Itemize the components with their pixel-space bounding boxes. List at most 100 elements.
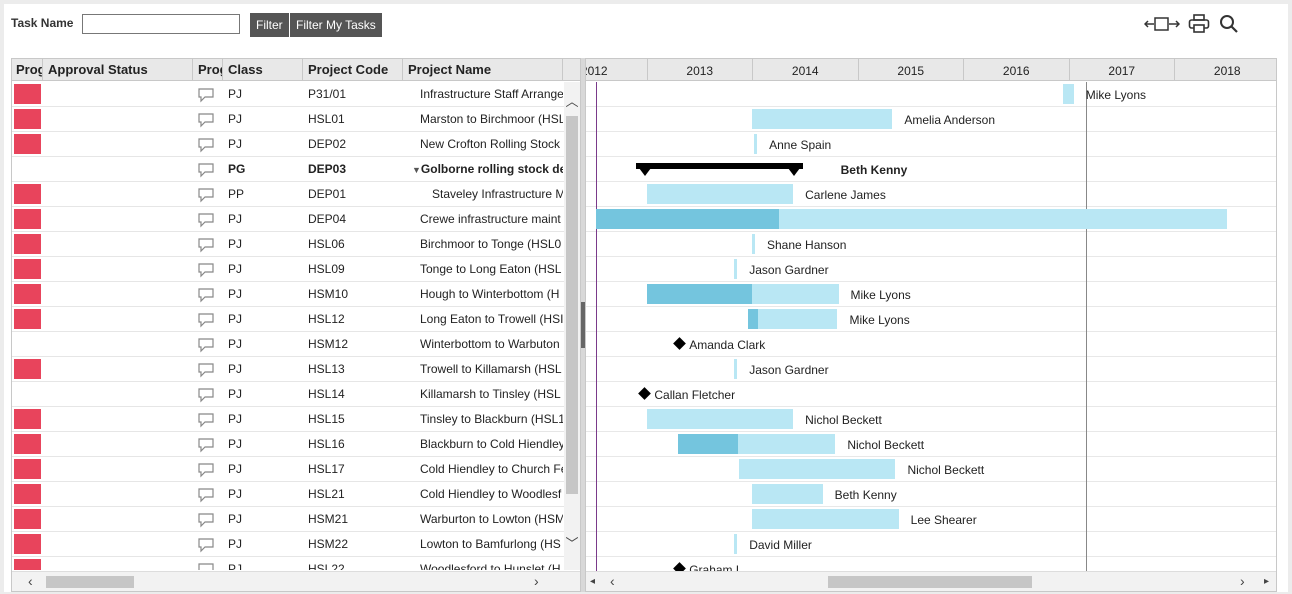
- prog-cell: [12, 257, 43, 282]
- table-row[interactable]: PJ HSM10 Hough to Winterbottom (H: [12, 282, 580, 307]
- col-header-prog[interactable]: Prog: [12, 59, 43, 81]
- timeline-year: 2016: [963, 59, 1069, 81]
- table-row[interactable]: PJ HSL12 Long Eaton to Trowell (HSI: [12, 307, 580, 332]
- col-header-project-name[interactable]: Project Name: [403, 59, 563, 81]
- filter-my-tasks-button[interactable]: Filter My Tasks: [290, 13, 382, 37]
- filter-button[interactable]: Filter: [250, 13, 289, 37]
- table-row[interactable]: PJ HSL14 Killamarsh to Tinsley (HSL: [12, 382, 580, 407]
- fit-width-icon[interactable]: [1144, 14, 1180, 34]
- task-bar[interactable]: [646, 409, 794, 429]
- prog-cell: [12, 132, 43, 157]
- milestone-marker[interactable]: [673, 337, 687, 350]
- table-row[interactable]: PJ HSM22 Lowton to Bamfurlong (HS: [12, 532, 580, 557]
- col-header-approval-status[interactable]: Approval Status: [43, 59, 193, 81]
- task-bar[interactable]: [752, 484, 823, 504]
- task-bar[interactable]: [752, 234, 755, 254]
- comment-icon[interactable]: [193, 432, 223, 457]
- task-bar[interactable]: [646, 284, 839, 304]
- comment-icon[interactable]: [193, 182, 223, 207]
- comment-icon[interactable]: [193, 232, 223, 257]
- project-name-text: Birchmoor to Tonge (HSL0: [420, 236, 562, 251]
- gantt-scroll-start-icon[interactable]: ◂: [590, 576, 596, 587]
- comment-icon[interactable]: [193, 457, 223, 482]
- col-header-class[interactable]: Class: [223, 59, 303, 81]
- task-bar[interactable]: [752, 509, 899, 529]
- task-bar[interactable]: [596, 209, 1227, 229]
- task-bar[interactable]: [752, 109, 893, 129]
- comment-icon[interactable]: [193, 307, 223, 332]
- table-row[interactable]: PP DEP01 Staveley Infrastructure M: [12, 182, 580, 207]
- table-row[interactable]: PJ DEP02 New Crofton Rolling Stock: [12, 132, 580, 157]
- scroll-up-icon[interactable]: ︿: [565, 94, 579, 109]
- grid-vertical-scroll-thumb[interactable]: [566, 116, 578, 494]
- task-bar[interactable]: [1063, 84, 1074, 104]
- table-row[interactable]: PJ HSL21 Cold Hiendley to Woodlesf: [12, 482, 580, 507]
- summary-bar[interactable]: [635, 163, 803, 169]
- scroll-left-icon[interactable]: ‹: [28, 573, 33, 589]
- comment-icon[interactable]: [193, 107, 223, 132]
- task-bar[interactable]: [754, 134, 758, 154]
- gantt-horizontal-scroll-thumb[interactable]: [828, 576, 1032, 588]
- table-row[interactable]: PJ HSL15 Tinsley to Blackburn (HSL1: [12, 407, 580, 432]
- grid-horizontal-scroll-thumb[interactable]: [46, 576, 134, 588]
- table-row[interactable]: PJ HSL22 Woodlesford to Hunslet (H: [12, 557, 580, 570]
- scroll-right-icon[interactable]: ›: [534, 573, 539, 589]
- comment-icon[interactable]: [193, 382, 223, 407]
- prog-cell: [12, 107, 43, 132]
- comment-icon[interactable]: [193, 557, 223, 570]
- comment-icon[interactable]: [193, 157, 223, 182]
- task-bar[interactable]: [739, 459, 896, 479]
- splitter-grip[interactable]: [581, 302, 585, 348]
- comment-icon[interactable]: [193, 282, 223, 307]
- row-gridline: [586, 406, 1276, 407]
- table-row[interactable]: PJ HSL01 Marston to Birchmoor (HSL: [12, 107, 580, 132]
- project-code-cell: HSL06: [308, 236, 345, 251]
- table-row[interactable]: PJ HSL16 Blackburn to Cold Hiendley: [12, 432, 580, 457]
- scroll-down-icon[interactable]: ﹀: [565, 536, 579, 551]
- table-row[interactable]: PJ HSM21 Warburton to Lowton (HSM: [12, 507, 580, 532]
- comment-icon[interactable]: [193, 482, 223, 507]
- table-row[interactable]: PJ HSM12 Winterbottom to Warbuton: [12, 332, 580, 357]
- comment-icon[interactable]: [193, 532, 223, 557]
- gantt-scroll-end-icon[interactable]: ▸: [1264, 576, 1270, 587]
- milestone-marker[interactable]: [638, 387, 652, 400]
- search-icon[interactable]: [1218, 14, 1240, 34]
- collapse-icon[interactable]: ▼: [412, 164, 421, 175]
- row-gridline: [586, 256, 1276, 257]
- task-bar[interactable]: [734, 359, 738, 379]
- grid-horizontal-scrollbar[interactable]: ‹ ›: [12, 571, 580, 591]
- gantt-scroll-right-icon[interactable]: ›: [1240, 573, 1245, 589]
- prog-status-swatch: [14, 208, 41, 229]
- task-bar[interactable]: [678, 434, 836, 454]
- task-name-input[interactable]: [82, 14, 240, 34]
- panel-splitter[interactable]: [581, 58, 585, 592]
- comment-icon[interactable]: [193, 357, 223, 382]
- table-row[interactable]: PJ P31/01 Infrastructure Staff Arrange: [12, 82, 580, 107]
- gantt-scroll-left-icon[interactable]: ‹: [610, 573, 615, 589]
- comment-icon[interactable]: [193, 132, 223, 157]
- comment-icon[interactable]: [193, 207, 223, 232]
- comment-icon[interactable]: [193, 257, 223, 282]
- task-bar[interactable]: [734, 259, 738, 279]
- col-header-project-code[interactable]: Project Code: [303, 59, 403, 81]
- comment-icon[interactable]: [193, 332, 223, 357]
- table-row[interactable]: PJ HSL09 Tonge to Long Eaton (HSL: [12, 257, 580, 282]
- table-row[interactable]: PJ DEP04 Crewe infrastructure maint: [12, 207, 580, 232]
- class-cell: PJ: [228, 261, 243, 276]
- prog-status-swatch: [14, 133, 41, 154]
- task-bar[interactable]: [747, 309, 838, 329]
- toolbar: Task Name Filter Filter My Tasks: [4, 4, 1288, 54]
- print-icon[interactable]: [1188, 14, 1210, 34]
- table-row[interactable]: PJ HSL17 Cold Hiendley to Church Fe: [12, 457, 580, 482]
- comment-icon[interactable]: [193, 507, 223, 532]
- table-row[interactable]: PJ HSL06 Birchmoor to Tonge (HSL0: [12, 232, 580, 257]
- grid-vertical-scrollbar[interactable]: ︿ ﹀: [564, 82, 580, 570]
- col-header-prog-2[interactable]: Prog: [193, 59, 223, 81]
- task-bar[interactable]: [734, 534, 738, 554]
- comment-icon[interactable]: [193, 407, 223, 432]
- gantt-horizontal-scrollbar[interactable]: ◂ ‹ › ▸: [586, 571, 1276, 591]
- task-bar[interactable]: [646, 184, 794, 204]
- table-row[interactable]: PG DEP03 ▼Golborne rolling stock dep: [12, 157, 580, 182]
- comment-icon[interactable]: [193, 82, 223, 107]
- table-row[interactable]: PJ HSL13 Trowell to Killamarsh (HSL: [12, 357, 580, 382]
